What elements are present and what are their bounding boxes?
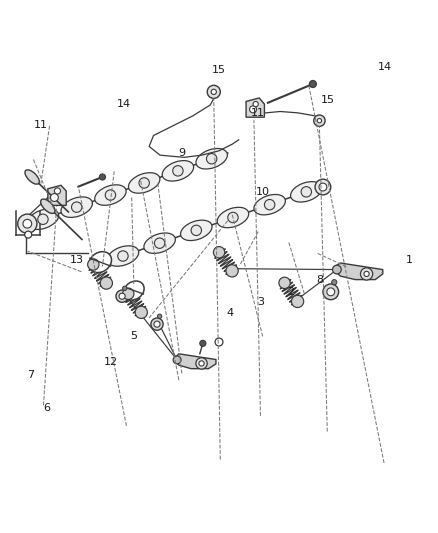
Circle shape: [211, 89, 216, 94]
Text: 11: 11: [34, 119, 48, 130]
Circle shape: [301, 187, 311, 197]
Text: 14: 14: [378, 61, 392, 71]
Circle shape: [116, 290, 128, 302]
Ellipse shape: [144, 233, 175, 253]
Text: 14: 14: [117, 99, 131, 109]
Circle shape: [206, 154, 217, 164]
Circle shape: [332, 265, 341, 274]
Circle shape: [88, 259, 99, 270]
Ellipse shape: [290, 182, 322, 202]
Ellipse shape: [254, 195, 286, 215]
Text: 8: 8: [316, 276, 323, 286]
Text: 7: 7: [27, 370, 34, 380]
Circle shape: [200, 340, 206, 346]
Text: 2: 2: [287, 287, 295, 297]
Circle shape: [118, 251, 128, 261]
Ellipse shape: [124, 281, 144, 300]
Circle shape: [309, 80, 316, 87]
Polygon shape: [48, 185, 66, 205]
Circle shape: [123, 288, 134, 300]
Text: 15: 15: [212, 65, 226, 75]
Circle shape: [319, 183, 327, 191]
Circle shape: [119, 293, 125, 299]
Ellipse shape: [27, 209, 59, 230]
Polygon shape: [175, 354, 216, 369]
Circle shape: [191, 225, 201, 236]
Circle shape: [105, 190, 116, 200]
Text: 6: 6: [43, 403, 50, 414]
Circle shape: [215, 338, 223, 346]
Polygon shape: [335, 263, 383, 280]
Circle shape: [99, 174, 106, 180]
Ellipse shape: [196, 149, 227, 169]
Circle shape: [228, 212, 238, 223]
Polygon shape: [246, 98, 265, 117]
Circle shape: [151, 318, 163, 330]
Circle shape: [139, 177, 149, 188]
Text: 5: 5: [131, 332, 138, 341]
Ellipse shape: [95, 185, 126, 205]
Circle shape: [364, 271, 369, 277]
Ellipse shape: [217, 207, 249, 228]
Text: 10: 10: [256, 187, 270, 197]
Text: 1: 1: [406, 255, 413, 265]
Circle shape: [38, 214, 48, 224]
Circle shape: [100, 277, 113, 289]
Circle shape: [327, 288, 335, 296]
Circle shape: [279, 277, 290, 288]
Circle shape: [23, 220, 32, 228]
Circle shape: [173, 356, 181, 364]
Text: 12: 12: [104, 357, 118, 367]
Circle shape: [332, 280, 337, 285]
Circle shape: [199, 361, 204, 366]
Circle shape: [196, 358, 207, 369]
Ellipse shape: [41, 199, 55, 213]
Circle shape: [317, 118, 321, 123]
Circle shape: [173, 166, 183, 176]
Circle shape: [323, 284, 339, 300]
Circle shape: [54, 188, 60, 194]
Circle shape: [71, 202, 82, 212]
Text: 13: 13: [70, 255, 84, 265]
Circle shape: [123, 286, 127, 290]
Ellipse shape: [25, 170, 39, 184]
Circle shape: [157, 314, 162, 318]
Circle shape: [207, 85, 220, 99]
Circle shape: [265, 199, 275, 210]
Ellipse shape: [89, 252, 112, 272]
Ellipse shape: [162, 160, 194, 181]
Circle shape: [18, 214, 37, 233]
Text: 11: 11: [251, 108, 265, 118]
Circle shape: [314, 115, 325, 126]
Text: 9: 9: [178, 148, 185, 158]
Text: 15: 15: [321, 95, 335, 104]
Circle shape: [253, 101, 258, 107]
Ellipse shape: [128, 173, 160, 193]
Ellipse shape: [61, 197, 92, 217]
Circle shape: [25, 231, 32, 238]
Circle shape: [213, 247, 225, 258]
Ellipse shape: [180, 220, 212, 240]
Circle shape: [315, 179, 331, 195]
Circle shape: [154, 321, 160, 327]
Circle shape: [250, 106, 257, 113]
Circle shape: [50, 193, 58, 201]
Text: 4: 4: [226, 308, 233, 318]
Ellipse shape: [107, 246, 139, 266]
Circle shape: [135, 306, 148, 318]
Circle shape: [291, 295, 304, 308]
Circle shape: [155, 238, 165, 248]
Circle shape: [360, 268, 373, 280]
Circle shape: [226, 265, 238, 277]
Text: 3: 3: [257, 297, 264, 308]
